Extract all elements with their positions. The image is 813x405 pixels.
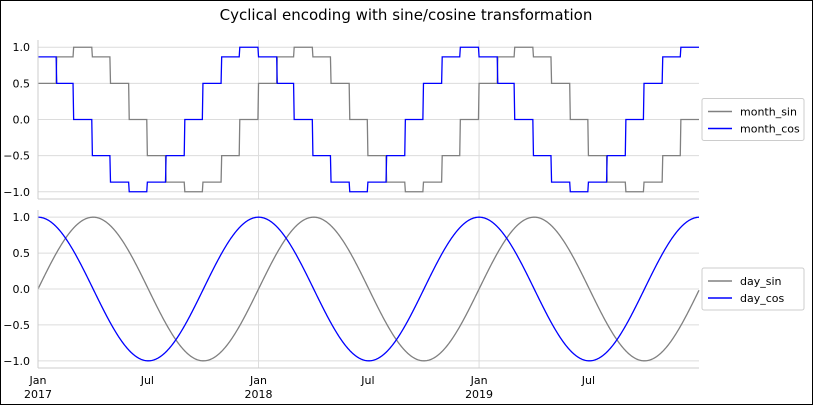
x-tick-year-label: 2017 — [24, 388, 52, 401]
y-tick-label: −0.5 — [3, 150, 30, 163]
series-line-day-sin — [37, 216, 700, 362]
x-tick-label: Jan — [249, 374, 267, 387]
chart-title: Cyclical encoding with sine/cosine trans… — [220, 6, 593, 24]
y-tick-label: −1.0 — [3, 186, 30, 199]
legend-box — [701, 98, 805, 141]
y-tick-label: 1.0 — [13, 211, 31, 224]
series-line-month-cos — [38, 46, 699, 193]
legend-label-day-sin: day_sin — [740, 275, 782, 288]
x-tick-label: Jul — [360, 374, 374, 387]
x-tick-label: Jul — [140, 374, 154, 387]
y-tick-label: −1.0 — [3, 355, 30, 368]
legend-label-month-sin: month_sin — [740, 106, 797, 119]
y-tick-label: −0.5 — [3, 319, 30, 332]
legend-label-day-cos: day_cos — [740, 292, 785, 305]
x-tick-year-label: 2018 — [245, 388, 273, 401]
month-panel: 1.0 0.5 0.0 −0.5 −1.0 month_sin month_cos — [3, 40, 805, 200]
legend-box — [701, 267, 805, 311]
y-tick-label: 1.0 — [13, 41, 31, 54]
y-tick-label: 0.5 — [13, 247, 31, 260]
day-panel: 1.0 0.5 0.0 −0.5 −1.0 day_sin day_cos — [3, 210, 805, 369]
series-line-day-cos — [37, 216, 700, 362]
x-tick-label: Jul — [581, 374, 595, 387]
series-line-month-sin — [38, 46, 699, 193]
y-tick-label: 0.0 — [13, 114, 31, 127]
x-tick-label: Jan — [470, 374, 488, 387]
legend-label-month-cos: month_cos — [740, 123, 800, 136]
x-tick-label: Jan — [29, 374, 47, 387]
y-tick-label: 0.0 — [13, 283, 31, 296]
y-tick-label: 0.5 — [13, 77, 31, 90]
x-tick-year-label: 2019 — [465, 388, 493, 401]
